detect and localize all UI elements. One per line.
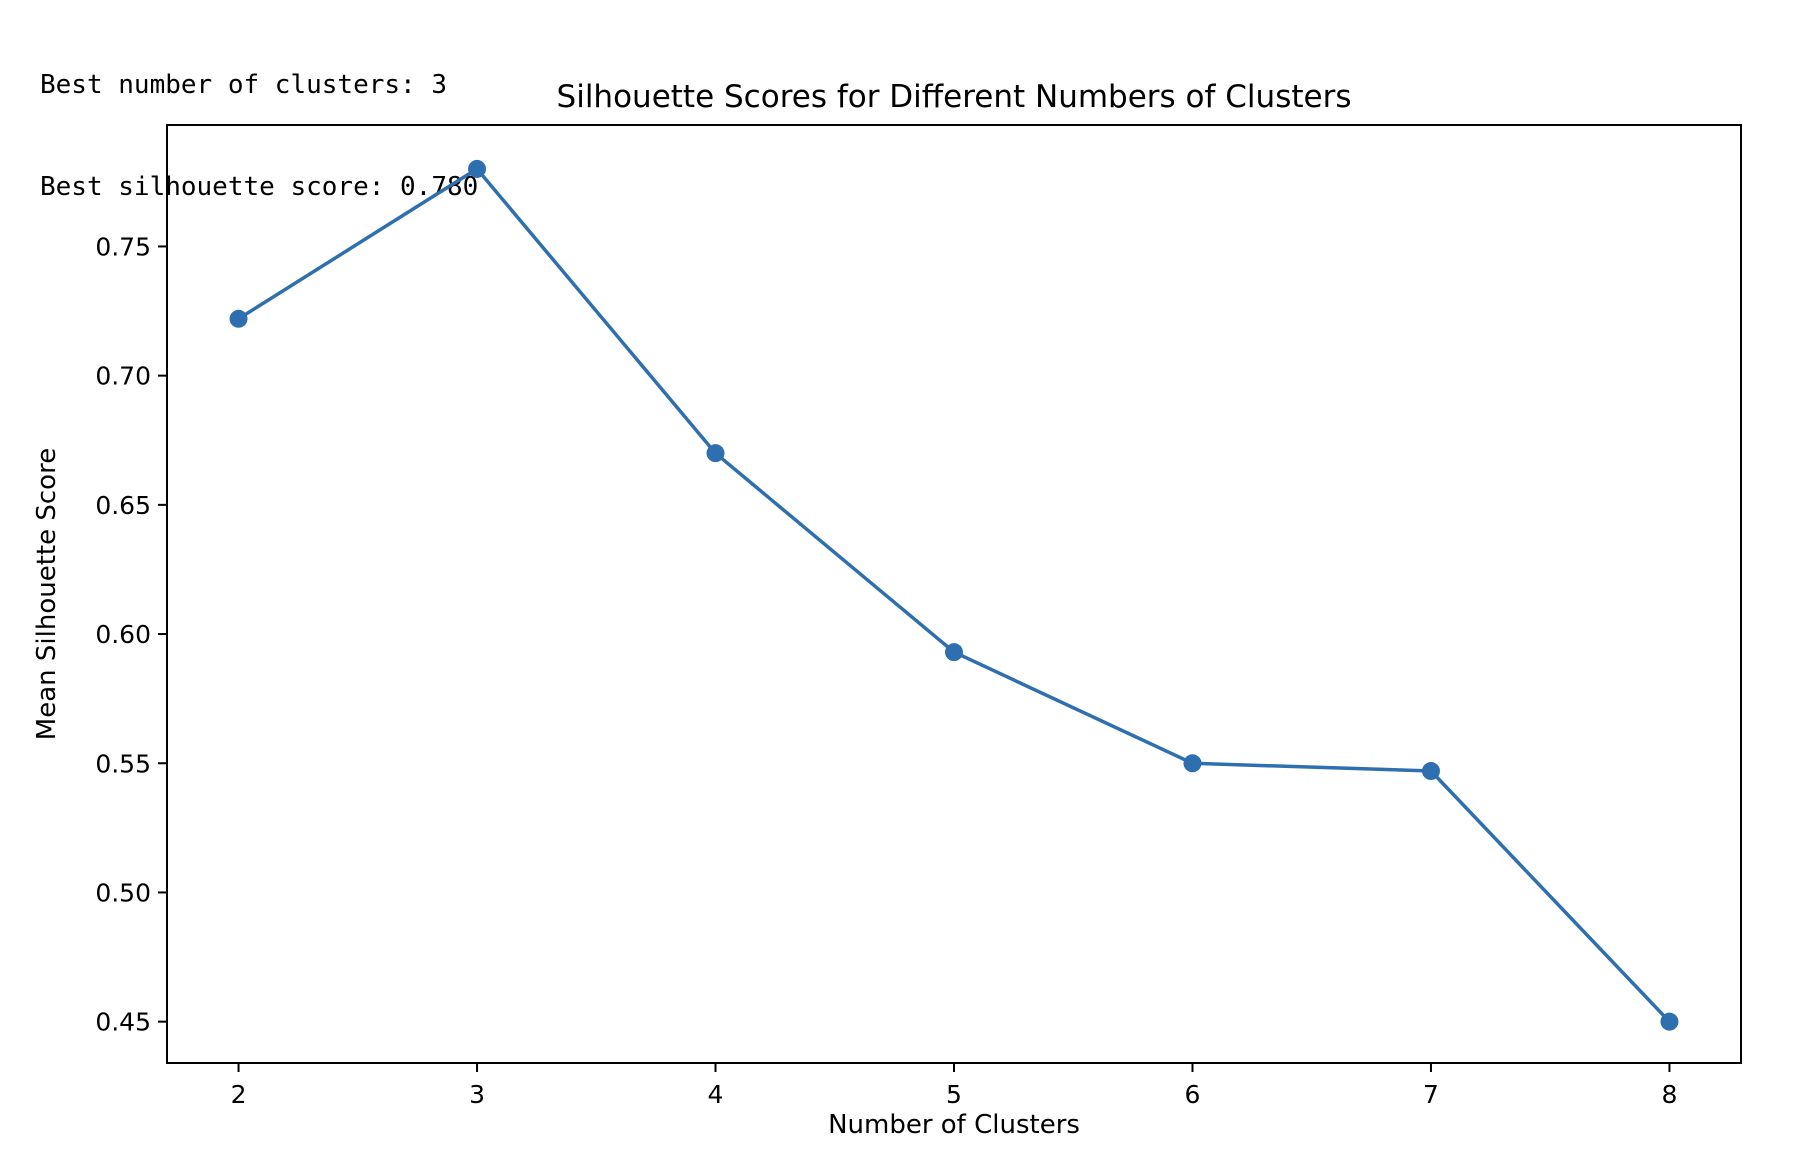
x-tick-label: 5 xyxy=(946,1080,962,1109)
x-axis-ticks: 2 3 4 5 6 7 8 xyxy=(231,1063,1678,1109)
data-point xyxy=(229,309,248,328)
y-tick-label: 0.50 xyxy=(95,878,151,907)
x-tick-label: 3 xyxy=(469,1080,485,1109)
data-point xyxy=(706,444,725,463)
y-tick-label: 0.45 xyxy=(95,1008,151,1037)
series-line xyxy=(237,167,1671,1023)
y-axis-ticks: 0.45 0.50 0.55 0.60 0.65 0.70 0.75 xyxy=(95,232,167,1037)
x-tick-label: 6 xyxy=(1185,1080,1201,1109)
x-tick-label: 2 xyxy=(231,1080,247,1109)
console-output: Best number of clusters: 3 Best silhouet… xyxy=(40,0,478,238)
series-layer xyxy=(229,159,1679,1031)
chart-title: Silhouette Scores for Different Numbers … xyxy=(557,79,1352,115)
x-axis-label: Number of Clusters xyxy=(828,1110,1080,1140)
data-point xyxy=(468,159,487,178)
y-axis-label: Mean Silhouette Score xyxy=(32,448,62,740)
data-point xyxy=(1421,762,1440,781)
x-tick-label: 8 xyxy=(1662,1080,1678,1109)
data-point xyxy=(945,643,963,662)
y-tick-label: 0.55 xyxy=(95,749,151,778)
y-tick-label: 0.60 xyxy=(95,620,151,649)
y-tick-label: 0.65 xyxy=(95,491,151,520)
plot-area xyxy=(166,124,1742,1064)
y-tick-label: 0.75 xyxy=(95,232,151,261)
x-tick-label: 7 xyxy=(1423,1080,1439,1109)
data-point xyxy=(1183,754,1202,773)
data-point xyxy=(1660,1012,1679,1031)
x-tick-label: 4 xyxy=(708,1080,724,1109)
best-clusters-line: Best number of clusters: 3 xyxy=(40,70,447,100)
y-tick-label: 0.70 xyxy=(95,362,151,391)
plot-frame xyxy=(166,124,1742,1064)
best-score-line: Best silhouette score: 0.780 xyxy=(40,172,479,202)
